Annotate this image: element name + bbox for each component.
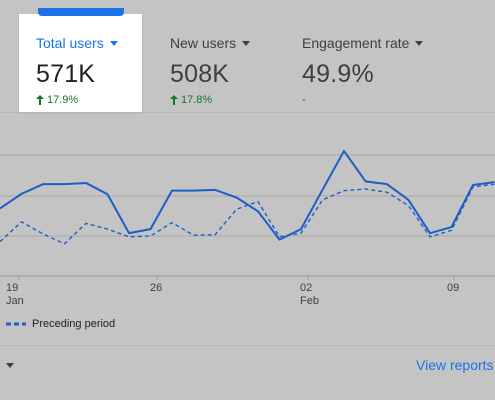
arrow-up-icon [170,95,178,105]
metric-total-users[interactable]: Total users 571K 17.9% [36,34,119,107]
metric-value: 571K [36,60,96,88]
series-line-preceding-period [0,183,495,245]
metric-change-value: - [302,94,306,106]
dropdown-caret-icon[interactable] [109,38,119,48]
metric-change-value: 17.8% [181,94,213,106]
legend-label: Preceding period [32,318,116,330]
metric-label: Engagement rate [302,35,410,51]
selected-metric-indicator [38,8,124,16]
metric-change: 17.9% [36,93,119,107]
x-tick-label: 02 Feb [300,282,319,307]
dropdown-caret-icon[interactable] [241,38,251,48]
x-tick-label: 19 Jan [6,282,24,307]
metric-value: 508K [170,60,230,88]
arrow-up-icon [36,95,44,105]
metric-change-value: 17.9% [47,94,79,106]
metric-label: Total users [36,35,104,51]
chart-legend: Preceding period [6,318,115,330]
metric-change: - [302,93,424,107]
view-reports-link[interactable]: View reports [416,357,494,373]
metric-value: 49.9% [302,60,374,88]
metric-change: 17.8% [170,93,251,107]
date-range-caret-icon[interactable] [5,361,15,369]
users-line-chart [0,149,495,280]
dashed-line-swatch [6,322,26,326]
dropdown-caret-icon[interactable] [414,38,424,48]
x-tick-label: 26 [150,282,163,294]
metric-engagement-rate[interactable]: Engagement rate 49.9% - [302,34,424,107]
divider [0,345,495,346]
metric-label: New users [170,35,237,51]
metric-new-users[interactable]: New users 508K 17.8% [170,34,251,107]
series-line-current-period [0,149,495,241]
x-tick-label: 09 [447,282,460,294]
divider [0,112,495,113]
